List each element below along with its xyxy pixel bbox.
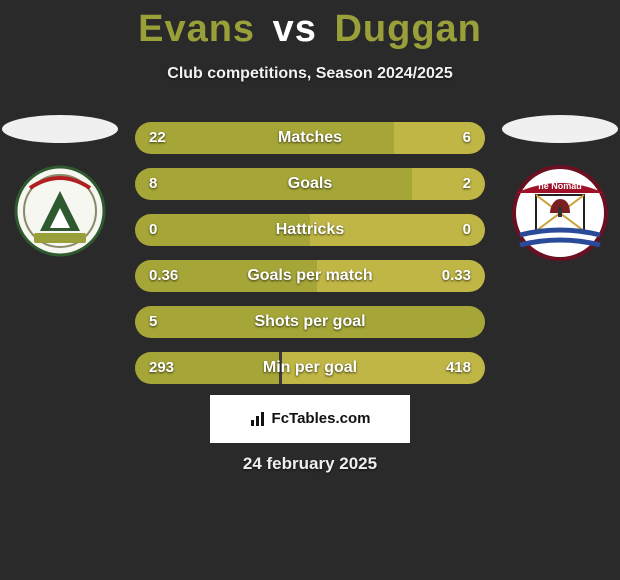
stat-row: Hattricks00 [135,214,485,246]
bar-left-fill [135,260,317,292]
right-club-box: he Nomad [500,115,620,263]
left-club-box [0,115,120,263]
attribution-badge: FcTables.com [210,395,410,443]
club-crest-right-icon: he Nomad [510,163,610,263]
stat-row: Goals82 [135,168,485,200]
bar-left-fill [135,214,310,246]
stat-row: Goals per match0.360.33 [135,260,485,292]
player1-name: Evans [138,8,255,50]
bar-left-fill [135,122,394,154]
bars-icon [250,410,268,428]
bar-left-fill [135,306,485,338]
bar-right-fill [282,352,485,384]
stat-row: Min per goal293418 [135,352,485,384]
bar-left-fill [135,168,412,200]
vs-text: vs [273,8,317,50]
club-crest-left-icon [10,163,110,263]
date-text: 24 february 2025 [0,454,620,474]
stat-row: Matches226 [135,122,485,154]
headline: Evans vs Duggan [0,0,620,51]
shadow-ellipse-right [502,115,618,143]
stats-bars: Matches226 Goals82 Hattricks00 Goals per ma… [135,122,485,398]
bar-right-fill [317,260,485,292]
bar-left-fill [135,352,279,384]
bar-right-fill [394,122,485,154]
shadow-ellipse-left [2,115,118,143]
svg-text:he Nomad: he Nomad [538,181,582,191]
player2-name: Duggan [334,8,481,50]
bar-right-fill [310,214,485,246]
attribution-text: FcTables.com [272,410,371,427]
bar-right-fill [412,168,486,200]
subtitle: Club competitions, Season 2024/2025 [0,65,620,83]
stat-row: Shots per goal5 [135,306,485,338]
